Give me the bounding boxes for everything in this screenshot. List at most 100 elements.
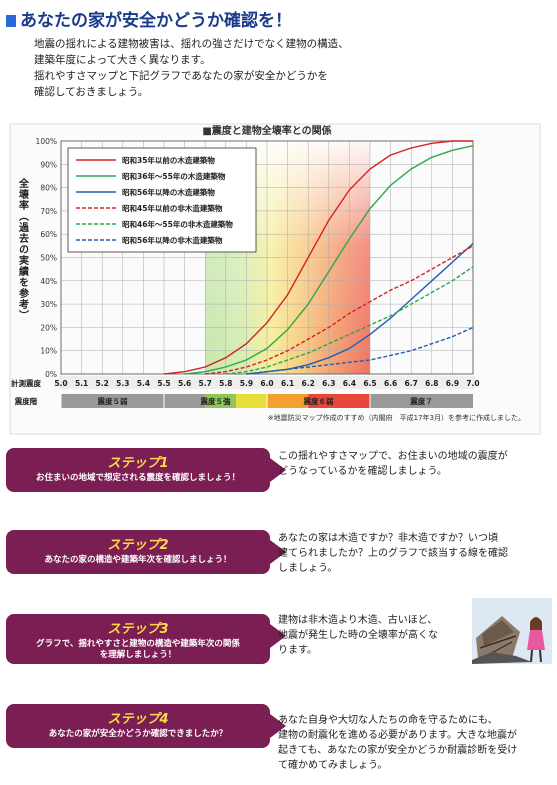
x-tick-label: 6.3 <box>322 379 335 388</box>
y-tick-label: 10% <box>40 347 57 356</box>
series-line <box>184 145 474 375</box>
step-4-box: ステップ4 あなたの家が安全かどうか確認できましたか？ <box>6 704 286 748</box>
page-title: あなたの家が安全かどうか確認を！ <box>6 6 292 31</box>
page-title-text: あなたの家が安全かどうか確認を！ <box>20 11 292 31</box>
series-line <box>205 245 474 375</box>
step-1-title: ステップ1 <box>107 456 169 471</box>
series-line <box>225 266 474 375</box>
legend-entry: 昭和56年以降の非木造建築物 <box>122 235 223 245</box>
step-1-text: この揺れやすさマップで、お住まいの地域の震度が どうなっているかを確認しましょう… <box>278 449 508 479</box>
step-3-text: 建物は非木造より木造、古いほど、 地震が発生した時の全壊率が高くな ります。 <box>278 613 438 658</box>
step-3-arrow-icon <box>270 624 286 648</box>
intro-line: 揺れやすさマップと下記グラフであなたの家が安全かどうかを <box>34 70 328 82</box>
title-square-icon <box>6 15 16 27</box>
y-tick-label: 50% <box>40 254 57 263</box>
y-tick-label: 70% <box>40 207 57 216</box>
intensity-row-label: 震度階 <box>14 396 38 406</box>
intensity-band-segment <box>205 394 237 408</box>
x-tick-label: 5.7 <box>199 379 212 388</box>
step-3-text-line: ります。 <box>278 645 317 656</box>
legend-entry: 昭和36年～55年の木造建築物 <box>122 171 226 181</box>
series-line <box>246 326 474 375</box>
step-4-text-line: 建物の耐震化を進める必要があります。大きな地震が <box>278 730 517 741</box>
y-tick-label: 30% <box>40 300 57 309</box>
y-tick-label: 0% <box>45 370 57 379</box>
intensity-band-label: 震度５弱 <box>97 396 128 406</box>
intensity-band-label: 震度５強 <box>200 396 231 406</box>
step-4-text-line: て確かめてみましょう。 <box>278 760 388 771</box>
step-3-box: ステップ3 グラフで、揺れやすさと建物の構造や建築年次の関係 を理解しましょう！ <box>6 614 286 664</box>
step-2-text: あなたの家は木造ですか？非木造ですか？いつ頃 建てられましたか？上のグラフで該当… <box>278 531 508 576</box>
y-tick-label: 100% <box>36 137 57 146</box>
intensity-band-segment <box>267 394 309 408</box>
intensity-band-label: 震度６弱 <box>303 396 334 406</box>
step-2-title: ステップ2 <box>107 538 169 553</box>
x-tick-label: 5.5 <box>157 379 170 388</box>
x-tick-label: 5.6 <box>178 379 191 388</box>
intensity-band-label: 震度７ <box>409 396 433 406</box>
x-tick-label: 6.1 <box>281 379 294 388</box>
chart-legend <box>67 147 257 253</box>
step-4-text-line: 起きても、あなたの家が安全かどうか耐震診断を受け <box>278 745 518 756</box>
step-3-title: ステップ3 <box>107 622 169 637</box>
intro-line: 地震の揺れによる建物被害は、揺れの強さだけでなく建物の構造、 <box>34 38 349 50</box>
y-tick-label: 60% <box>40 230 57 239</box>
x-tick-label: 5.1 <box>75 379 88 388</box>
x-tick-label: 6.2 <box>302 379 315 388</box>
x-tick-label: 7.0 <box>466 379 479 388</box>
chart-source-note: ※地震防災マップ作成のすすめ（内閣府 平成17年3月）を参考に作成しました。 <box>268 413 525 422</box>
step-1-arrow-icon <box>270 458 286 482</box>
x-tick-label: 5.2 <box>96 379 109 388</box>
x-tick-label: 5.4 <box>137 379 150 388</box>
step-4-text: あなた自身や大切な人たちの命を守るためにも、 建物の耐震化を進める必要があります… <box>278 713 517 773</box>
x-axis-label: 計測震度 <box>11 378 41 388</box>
step-1-subtitle: お住まいの地域で想定される震度を確認しましょう！ <box>35 473 240 483</box>
step-2-box: ステップ2 あなたの家の構造や建築年次を確認しましょう！ <box>6 530 286 574</box>
x-tick-label: 5.3 <box>116 379 129 388</box>
collapsed-house-and-woman-illustration <box>472 598 552 664</box>
x-tick-label: 6.7 <box>405 379 418 388</box>
step-4-arrow-icon <box>270 714 286 738</box>
step-4-subtitle: あなたの家が安全かどうか確認できましたか？ <box>48 729 228 739</box>
intensity-band-segment <box>370 394 473 408</box>
x-tick-label: 6.8 <box>425 379 438 388</box>
y-tick-label: 20% <box>40 323 57 332</box>
legend-entry: 昭和46年～55年の非木造建築物 <box>122 219 233 229</box>
x-tick-label: 6.9 <box>446 379 459 388</box>
intensity-band-segment <box>308 394 370 408</box>
intro-text: 地震の揺れによる建物被害は、揺れの強さだけでなく建物の構造、 建築年度によって大… <box>34 36 349 100</box>
legend-entry: 昭和56年以降の木造建築物 <box>122 187 215 197</box>
intensity-band-segment <box>61 394 164 408</box>
step-2-text-line: 建てられましたか？上のグラフで該当する線を確認 <box>278 548 508 559</box>
chart-title: ■震度と建物全壊率との関係 <box>202 124 331 137</box>
step-4-text-line: あなた自身や大切な人たちの命を守るためにも、 <box>278 715 498 726</box>
legend-entry: 昭和35年以前の木造建築物 <box>122 155 215 165</box>
step-3-subtitle: グラフで、揺れやすさと建物の構造や建築年次の関係 <box>36 639 240 649</box>
intro-line: 建築年度によって大きく異なります。 <box>34 54 211 66</box>
x-tick-row-bg <box>59 376 475 389</box>
step-1-text-line: この揺れやすさマップで、お住まいの地域の震度が <box>278 451 508 462</box>
series-line <box>163 140 473 375</box>
step-1-box: ステップ1 お住まいの地域で想定される震度を確認しましょう！ <box>6 448 286 492</box>
y-tick-label: 90% <box>40 160 57 169</box>
step-2-subtitle: あなたの家の構造や建築年次を確認しましょう！ <box>44 555 232 565</box>
y-tick-label: 80% <box>40 184 57 193</box>
x-tick-label: 6.4 <box>343 379 356 388</box>
intensity-band-segment <box>236 394 267 408</box>
step-3-text-line: 建物は非木造より木造、古いほど、 <box>278 615 438 626</box>
intro-line: 確認しておきましょう。 <box>34 86 149 98</box>
step-2-text-line: あなたの家は木造ですか？非木造ですか？いつ頃 <box>278 533 498 544</box>
step-4-title: ステップ4 <box>107 712 169 727</box>
step-2-text-line: しましょう。 <box>278 563 338 574</box>
x-tick-label: 5.0 <box>54 379 67 388</box>
step-3-subtitle: を理解しましょう！ <box>99 650 177 660</box>
damage-rate-chart: ■震度と建物全壊率との関係 0% 10% 20% 30% 40% 50% 60% 70% 80% 9… <box>9 123 541 435</box>
y-axis-label: 全壊率（過去の実績を参考） <box>17 177 30 321</box>
step-1-text-line: どうなっているかを確認しましょう。 <box>278 466 447 477</box>
y-tick-label: 40% <box>40 277 57 286</box>
step-2-arrow-icon <box>270 540 286 564</box>
plot-border <box>60 140 474 375</box>
x-tick-label: 6.0 <box>260 379 273 388</box>
x-tick-label: 5.8 <box>219 379 232 388</box>
legend-entry: 昭和45年以前の非木造建築物 <box>122 203 223 213</box>
